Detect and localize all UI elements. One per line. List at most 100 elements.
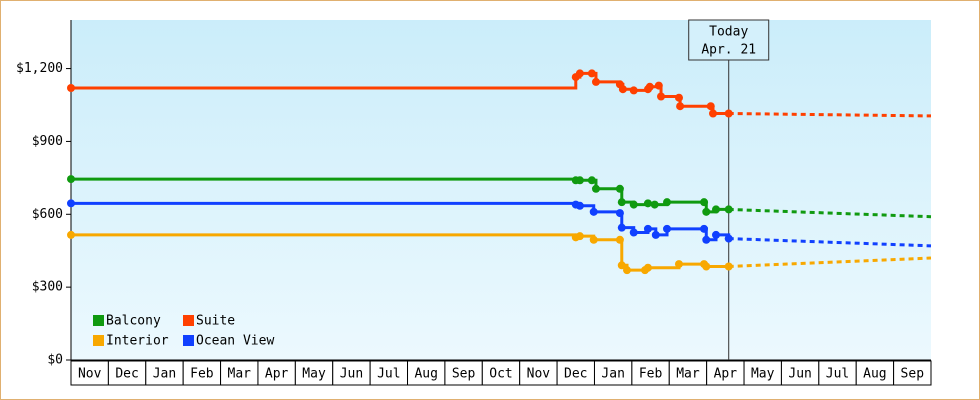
month-cell <box>556 360 595 386</box>
price-point <box>617 223 626 232</box>
price-point <box>702 235 711 244</box>
x-tick-label: Apr <box>265 367 289 382</box>
x-tick-label: Aug <box>414 367 437 382</box>
price-point <box>651 230 660 239</box>
price-point <box>587 69 596 78</box>
price-point <box>623 266 632 275</box>
price-point <box>712 205 720 214</box>
month-cell <box>668 360 708 386</box>
price-point <box>643 199 652 208</box>
today-box <box>688 19 770 61</box>
price-point <box>674 93 683 102</box>
x-tick-label: Mar <box>676 367 700 382</box>
price-point <box>724 205 733 214</box>
price-point <box>575 201 584 210</box>
price-point <box>643 224 652 233</box>
x-tick-label: Sep <box>901 367 925 382</box>
legend-swatch <box>183 335 194 346</box>
legend-swatch <box>93 335 104 346</box>
price-point <box>654 81 663 90</box>
price-point <box>591 184 600 193</box>
x-tick-label: Mar <box>228 367 252 382</box>
price-point <box>67 84 75 92</box>
legend-label: Suite <box>196 314 235 329</box>
month-cell <box>818 360 857 386</box>
price-point <box>615 184 624 193</box>
price-point <box>702 262 711 271</box>
price-point <box>663 224 672 233</box>
price-point <box>67 175 75 184</box>
month-cell <box>407 360 446 386</box>
x-tick-label: Jan <box>153 367 176 382</box>
price-point <box>617 261 626 270</box>
x-tick-label: May <box>302 367 326 382</box>
price-point <box>629 200 638 209</box>
plot-area <box>71 20 931 360</box>
y-tick-label: $600 <box>32 207 63 222</box>
x-tick-label: Feb <box>190 367 214 382</box>
x-tick-label: Sep <box>452 367 476 382</box>
y-tick-label: $900 <box>32 134 63 149</box>
price-point <box>645 82 654 91</box>
price-point <box>706 102 715 111</box>
today-label: Today <box>709 25 748 40</box>
price-point <box>700 198 709 207</box>
x-tick-label: Aug <box>863 367 886 382</box>
x-tick-label: Feb <box>639 367 663 382</box>
x-tick-label: Dec <box>564 367 587 382</box>
price-point <box>587 176 596 185</box>
x-tick-label: Oct <box>489 367 512 382</box>
price-point <box>629 86 638 95</box>
month-cell <box>780 360 820 386</box>
price-point <box>712 230 720 239</box>
month-cell <box>706 360 745 386</box>
legend-label: Ocean View <box>196 334 274 349</box>
price-point <box>615 209 624 218</box>
price-point <box>663 198 672 207</box>
today-date: Apr. 21 <box>701 43 756 58</box>
price-point <box>67 199 75 208</box>
legend-swatch <box>93 315 104 326</box>
month-cell <box>855 360 895 386</box>
month-cell <box>332 360 371 386</box>
price-point <box>591 77 600 86</box>
price-point <box>709 109 718 118</box>
price-point <box>657 92 666 101</box>
month-cell <box>107 360 147 386</box>
legend-label: Balcony <box>106 314 161 329</box>
x-tick-label: Nov <box>527 367 551 382</box>
price-point <box>700 224 709 233</box>
y-tick-label: $300 <box>32 280 63 295</box>
x-tick-label: Jul <box>826 367 849 382</box>
forecast-line <box>728 256 932 268</box>
legend-label: Interior <box>106 334 169 349</box>
price-point <box>643 263 652 272</box>
month-cell <box>893 360 932 386</box>
forecast-line <box>728 237 932 248</box>
price-point <box>589 207 598 216</box>
x-tick-label: Jul <box>377 367 400 382</box>
price-point <box>617 198 626 207</box>
x-tick-label: Dec <box>115 367 138 382</box>
price-point <box>724 234 733 243</box>
price-point <box>629 228 638 237</box>
price-point <box>575 176 584 185</box>
forecast-line <box>728 207 932 219</box>
month-cell <box>593 360 633 386</box>
forecast-line <box>728 112 932 118</box>
price-point <box>724 262 733 271</box>
y-tick-label: $1,200 <box>16 61 63 76</box>
price-point <box>67 230 75 239</box>
x-tick-label: May <box>751 367 775 382</box>
price-point <box>589 235 598 244</box>
price-point <box>702 207 711 216</box>
month-cell <box>182 360 222 386</box>
price-point <box>618 85 627 94</box>
x-tick-label: Jun <box>340 367 363 382</box>
x-tick-label: Jan <box>601 367 624 382</box>
price-point <box>674 260 683 269</box>
legend-swatch <box>183 315 194 326</box>
price-point <box>575 69 584 78</box>
x-tick-label: Nov <box>78 367 102 382</box>
